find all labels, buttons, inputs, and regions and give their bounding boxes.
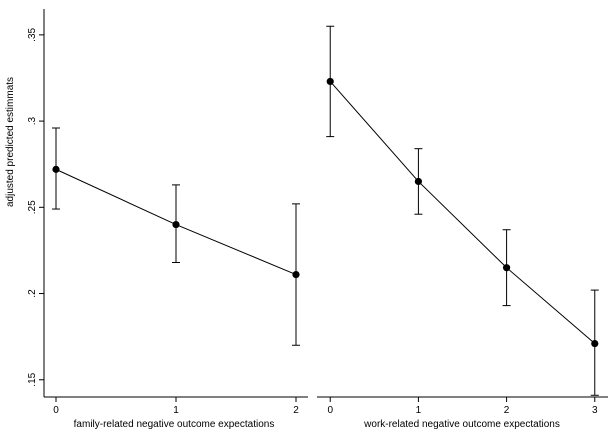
x-tick-label: 1 <box>173 405 179 416</box>
data-point <box>502 264 511 272</box>
x-axis-label-right: work-related negative outcome expectatio… <box>363 419 560 430</box>
data-point <box>414 177 423 186</box>
x-tick-label: 2 <box>293 405 299 416</box>
x-ticks-left: 0 1 2 <box>53 397 299 416</box>
series-left <box>52 127 300 346</box>
data-point <box>591 339 599 348</box>
data-point <box>326 77 334 86</box>
series-line <box>329 81 596 344</box>
y-axis-label: adjusted predicted estimmats <box>5 77 16 207</box>
x-ticks-right: 0 1 2 3 <box>327 397 598 416</box>
left-panel: .15 .2 .25 .3 .35 0 1 2 family-related negativ… <box>5 9 308 430</box>
data-point <box>52 165 60 173</box>
data-point <box>292 270 300 279</box>
x-tick-label: 2 <box>504 405 510 416</box>
y-ticks: .15 .2 .25 .3 .35 <box>27 27 44 387</box>
plot-region-right <box>317 9 608 397</box>
x-tick-label: 1 <box>416 405 422 416</box>
x-tick-label: 0 <box>327 405 333 416</box>
x-axis-label-left: family-related negative outcome expectat… <box>74 419 275 430</box>
y-tick-label: .35 <box>27 27 38 41</box>
series-right <box>326 25 599 396</box>
y-tick-label: .3 <box>27 116 38 125</box>
y-tick-label: .15 <box>27 372 38 386</box>
x-tick-label: 0 <box>53 405 59 416</box>
y-tick-label: .2 <box>27 289 38 298</box>
x-tick-label: 3 <box>592 405 598 416</box>
y-tick-label: .25 <box>27 200 38 214</box>
data-point <box>172 220 180 229</box>
right-panel: 0 1 2 3 work-related negative outcome expec… <box>317 9 608 430</box>
